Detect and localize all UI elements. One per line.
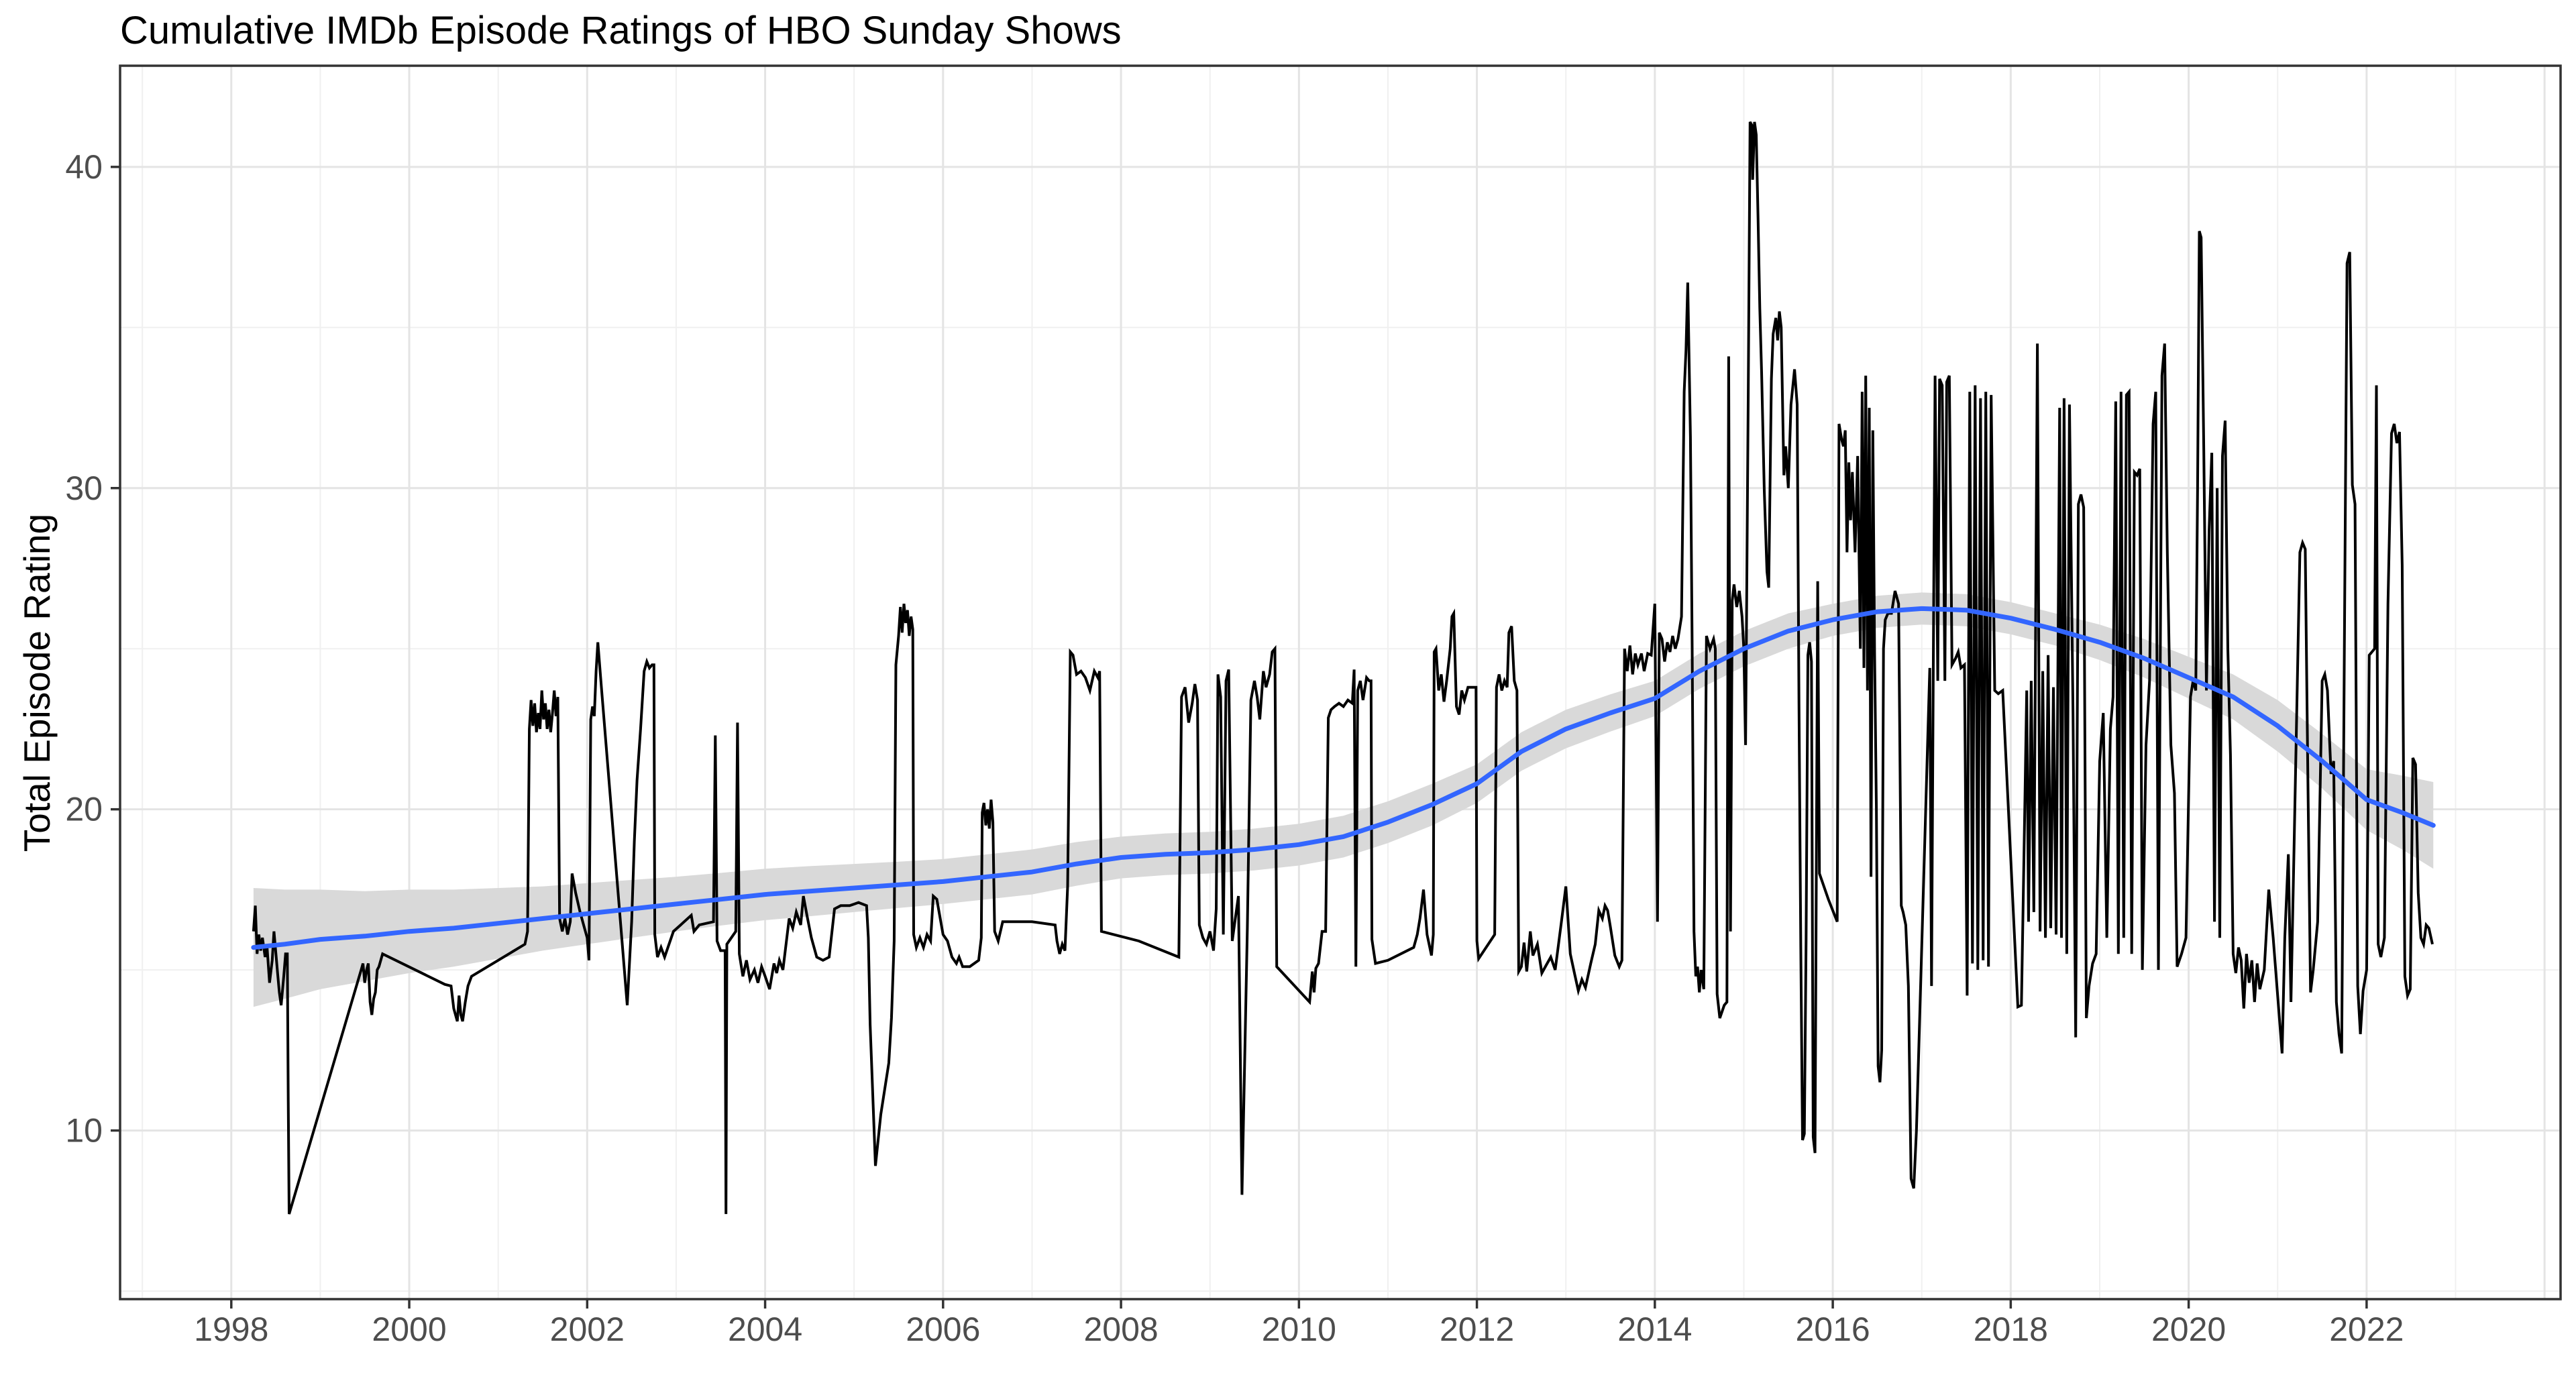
smooth-trend-line — [251, 606, 2436, 950]
x-tick-label: 2014 — [1617, 1311, 1692, 1348]
x-tick-label: 2000 — [372, 1311, 446, 1348]
y-tick-label: 40 — [65, 148, 103, 186]
y-tick-label: 10 — [65, 1112, 103, 1150]
axis-tick-labels: 1998 2000 2002 2004 2006 2008 2010 2012 2014 2016… — [65, 148, 2404, 1348]
y-tick-label: 30 — [65, 469, 103, 507]
panel-background — [120, 66, 2561, 1299]
x-tick-label: 2020 — [2151, 1311, 2226, 1348]
x-tick-label: 1998 — [194, 1311, 268, 1348]
x-tick-label: 2018 — [1974, 1311, 2048, 1348]
x-tick-label: 2004 — [728, 1311, 802, 1348]
x-tick-label: 2022 — [2329, 1311, 2404, 1348]
y-tick-label: 20 — [65, 791, 103, 828]
confidence-ribbon — [253, 592, 2434, 1007]
x-tick-label: 2002 — [550, 1311, 625, 1348]
axis-ticks — [111, 166, 2368, 1309]
panel-border — [119, 64, 2562, 1300]
x-tick-label: 2010 — [1262, 1311, 1336, 1348]
x-tick-label: 2012 — [1440, 1311, 1514, 1348]
x-tick-label: 2008 — [1083, 1311, 1158, 1348]
series-line-weekly-total — [252, 121, 2434, 1215]
x-tick-label: 2006 — [906, 1311, 980, 1348]
chart-title: Cumulative IMDb Episode Ratings of HBO S… — [120, 9, 1122, 52]
gridlines-major — [120, 66, 2561, 1299]
x-tick-label: 2016 — [1795, 1311, 1870, 1348]
